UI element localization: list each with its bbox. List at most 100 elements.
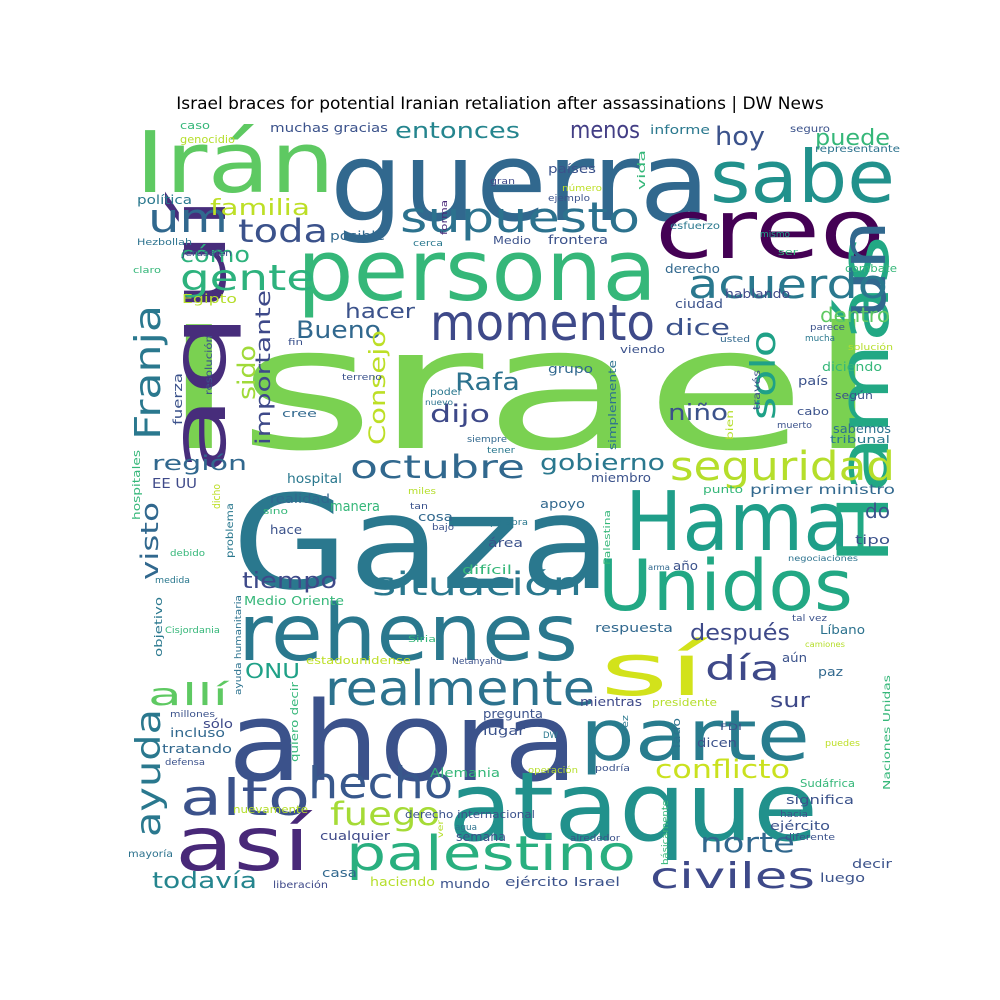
word-dicen: dicen <box>697 736 737 750</box>
word-política: política <box>137 193 192 207</box>
word-siempre: siempre <box>467 435 508 445</box>
word-después: después <box>690 621 790 646</box>
word-representante: representante <box>815 144 900 155</box>
word-líbano: Líbano <box>820 623 865 637</box>
word-medio: Medio <box>493 234 531 247</box>
word-rafa: Rafa <box>455 368 520 396</box>
word-miembro: miembro <box>591 471 651 485</box>
word-israel: Israel <box>160 291 880 489</box>
word-unidos: Unidos <box>598 545 853 627</box>
word-genocidio: genocidio <box>180 133 235 146</box>
word-aquí: aquí <box>155 191 243 475</box>
word-vida: vida <box>635 150 648 190</box>
word-debido: debido <box>170 549 206 559</box>
word-lado: lado <box>670 718 683 748</box>
word-operación: operación <box>528 765 578 776</box>
word-así: así <box>175 800 313 888</box>
word-camiones: camiones <box>805 640 845 649</box>
word-derecho-internacional: derecho internacional <box>405 808 535 821</box>
word-decir: decir <box>852 857 892 871</box>
word-medida: medida <box>155 576 190 586</box>
word-paz: paz <box>818 665 843 679</box>
word-ataque: ataque <box>448 753 818 863</box>
word-palestina: Palestina <box>603 510 613 565</box>
word-sabemos: sabemos <box>833 422 891 436</box>
word-onu: ONU <box>245 659 300 683</box>
word-acuerdo: acuerdo <box>688 262 888 308</box>
word-bien: bien <box>725 410 736 440</box>
word-agua: agua <box>455 823 477 833</box>
word-tiempo: tiempo <box>242 569 337 594</box>
word-mayoría: mayoría <box>128 848 173 860</box>
word-solo: solo <box>744 330 784 420</box>
word-gobierno: gobierno <box>540 451 665 476</box>
word-esfuerzo: esfuerzo <box>670 221 720 232</box>
word-alemania: Alemania <box>430 766 500 780</box>
word-frontera: frontera <box>548 233 608 247</box>
word-grupo: grupo <box>548 362 593 376</box>
word-forma: forma <box>440 200 450 235</box>
word-diferente: diferente <box>785 833 836 843</box>
word-dw: DW <box>543 731 558 741</box>
word-ayuda: ayuda <box>129 709 169 837</box>
word-gente: gente <box>180 258 315 299</box>
word-bueno: Bueno <box>296 316 381 344</box>
word-ejército: ejército <box>770 819 830 833</box>
word-negociaciones: negociaciones <box>788 554 858 563</box>
word-ser: ser <box>778 248 798 258</box>
word-primer-ministro: primer ministro <box>750 483 895 498</box>
word-usted: usted <box>720 335 750 345</box>
word-puede: puede <box>815 126 890 151</box>
word-sólo: sólo <box>203 717 233 731</box>
word-problema: problema <box>225 503 236 558</box>
word-hama: Hama <box>625 475 850 570</box>
word-creo: creo <box>655 183 885 278</box>
word-civiles: civiles <box>650 856 815 897</box>
word-gaza: Gaza <box>232 467 612 619</box>
word-cree: cree <box>282 407 317 420</box>
word-jerusalén: Jerusalén <box>181 248 232 259</box>
word-sabe: sabe <box>710 135 895 219</box>
word-hace: hace <box>270 523 302 537</box>
word-país: país <box>798 374 828 388</box>
word-consejo: Consejo <box>366 330 391 445</box>
word-ver: ver <box>436 819 445 838</box>
word-naciones-unidas: Naciones Unidas <box>882 675 893 790</box>
word-número: número <box>562 184 603 194</box>
word-área: área <box>488 536 523 550</box>
word-dice: dice <box>665 316 730 341</box>
word-difícil: difícil <box>462 563 512 577</box>
word-significa: significa <box>786 793 854 807</box>
word-dentro: dentro <box>820 303 890 327</box>
word-fuerza: fuerza <box>171 373 185 425</box>
word-hospitales: hospitales <box>130 450 143 520</box>
word-sido: sido <box>233 345 261 400</box>
word-ciudad: ciudad <box>675 297 723 311</box>
word-luego: luego <box>820 871 865 885</box>
word-podría: podría <box>595 764 630 774</box>
word-cisjordania: Cisjordania <box>165 626 220 636</box>
word-egipto: Egipto <box>182 292 237 306</box>
word-informe: informe <box>650 123 710 137</box>
word-mucha: mucha <box>805 334 835 344</box>
word-visto: visto <box>136 502 164 580</box>
word-conflicto: conflicto <box>655 755 790 785</box>
word-dicho: dicho <box>210 484 223 509</box>
word-mundo: mundo <box>440 877 490 891</box>
word-nuevo: nuevo <box>425 398 453 407</box>
word-cosa: cosa <box>418 510 453 524</box>
word-fdi: FDI <box>720 723 742 733</box>
word-caso: caso <box>180 119 210 132</box>
word-tal-vez: tal vez <box>792 614 827 624</box>
word-rehenes: rehenes <box>238 589 578 679</box>
word-derecho: derecho <box>665 262 720 276</box>
word-tratando: tratando <box>162 742 232 756</box>
word-fuego: fuego <box>330 795 440 833</box>
word-hacia: hacia <box>780 810 808 820</box>
word-lugar: lugar <box>483 724 525 738</box>
word-simplemente: simplemente <box>606 360 619 450</box>
word-puedes: puedes <box>825 739 860 749</box>
word-hamás: Hamás <box>823 235 905 565</box>
word-claro: claro <box>133 266 162 276</box>
word-mismo: mismo <box>760 230 790 240</box>
